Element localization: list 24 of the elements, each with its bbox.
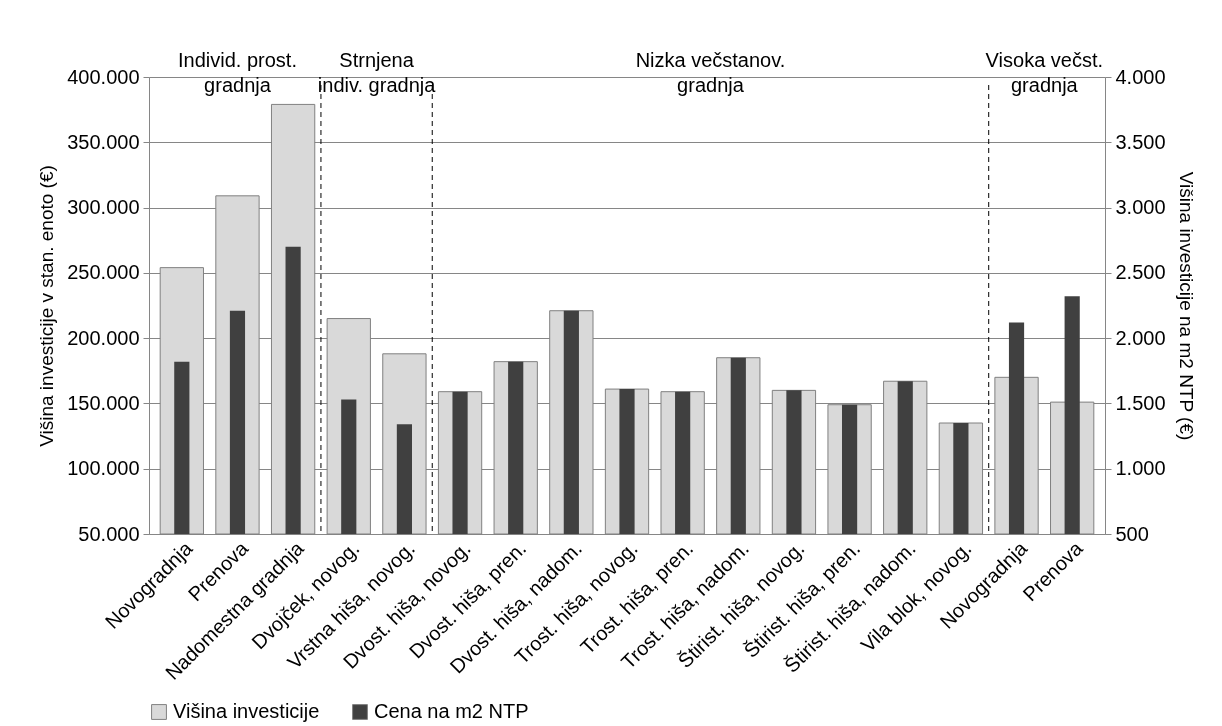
y-tick-label: 100.000 — [67, 457, 140, 480]
y-tick-label: 250.000 — [67, 261, 140, 284]
annotation: Individ. prost. gradnja — [177, 49, 297, 96]
y-tick-label: 400.000 — [67, 65, 140, 88]
y2-tick-label: 1.000 — [1115, 457, 1166, 480]
annotation: Nizka večstanov. gradnja — [635, 49, 786, 96]
y-tick-label: 200.000 — [67, 326, 140, 349]
y2-tick-label: 2.000 — [1115, 326, 1166, 349]
y-axis-title: Višina investicije v stan. enoto (€) — [36, 165, 58, 447]
y2-tick-label: 4.000 — [1115, 65, 1166, 88]
y-tick-label: 300.000 — [67, 196, 140, 219]
legend-label: Višina investicije — [173, 700, 320, 722]
y2-axis-title: Višina investicije na m2 NTP (€) — [1175, 171, 1197, 441]
y2-tick-label: 1.500 — [1115, 391, 1166, 414]
y-tick-label: 150.000 — [67, 391, 140, 414]
y2-tick-label: 3.000 — [1115, 196, 1166, 219]
annotation: Strnjena indiv. gradnja — [317, 49, 437, 96]
y-tick-label: 50.000 — [78, 522, 140, 545]
legend-label: Cena na m2 NTP — [374, 700, 529, 722]
y2-tick-label: 500 — [1115, 522, 1149, 545]
annotation: Visoka večst. gradnja — [985, 49, 1104, 96]
y2-tick-label: 2.500 — [1115, 261, 1166, 284]
y-tick-label: 350.000 — [67, 130, 140, 153]
y2-tick-label: 3.500 — [1115, 130, 1166, 153]
